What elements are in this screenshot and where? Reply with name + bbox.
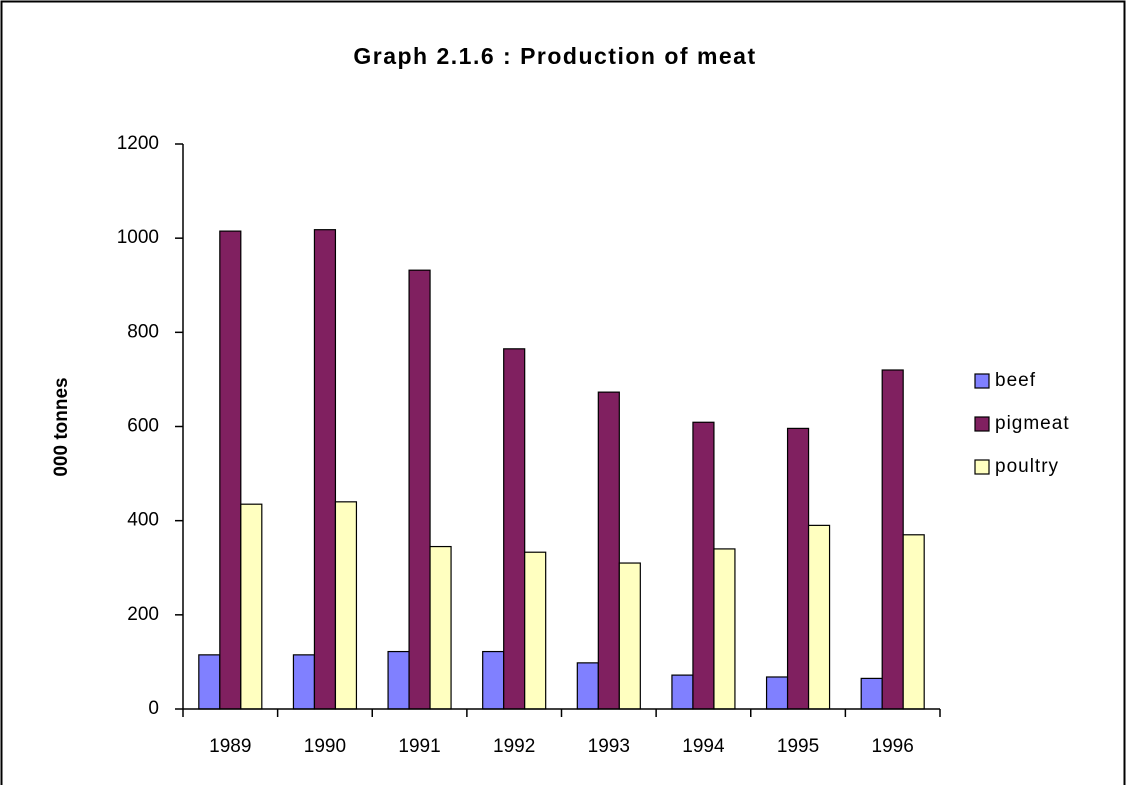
bar xyxy=(429,545,452,710)
bar xyxy=(219,230,242,710)
bar xyxy=(313,229,337,710)
bar xyxy=(860,677,883,710)
legend-swatch xyxy=(974,459,990,475)
bar xyxy=(713,548,736,710)
bar xyxy=(881,369,904,710)
bar xyxy=(482,650,505,710)
bar xyxy=(503,348,526,710)
x-tick-label: 1989 xyxy=(209,736,251,757)
x-tick-label: 1992 xyxy=(493,736,535,757)
x-tick-label: 1990 xyxy=(304,736,346,757)
bar xyxy=(597,391,620,710)
bar xyxy=(524,551,547,710)
bar xyxy=(387,650,410,710)
y-tick-label: 800 xyxy=(127,321,159,342)
legend-label: poultry xyxy=(995,456,1059,477)
y-tick-label: 400 xyxy=(127,510,159,531)
bar xyxy=(902,534,925,710)
x-tick-label: 1995 xyxy=(777,736,819,757)
bar xyxy=(334,501,358,710)
legend-label: beef xyxy=(995,370,1036,391)
bar xyxy=(807,524,831,710)
y-tick-label: 200 xyxy=(127,604,159,625)
bar xyxy=(292,654,316,710)
y-tick-label: 1200 xyxy=(117,133,159,154)
x-tick-label: 1994 xyxy=(682,736,725,757)
x-tick-label: 1993 xyxy=(588,736,630,757)
bar xyxy=(198,654,221,710)
bar xyxy=(408,269,431,710)
legend-label: pigmeat xyxy=(995,413,1070,434)
x-tick-label: 1991 xyxy=(398,736,440,757)
bar xyxy=(786,427,810,710)
bar xyxy=(618,562,641,710)
bar xyxy=(671,674,694,710)
bar xyxy=(576,662,599,710)
legend-swatch xyxy=(974,373,990,389)
bar xyxy=(765,676,789,710)
chart-title: Graph 2.1.6 : Production of meat xyxy=(353,43,756,69)
bar xyxy=(692,421,715,710)
legend-swatch xyxy=(974,416,990,432)
y-tick-label: 1000 xyxy=(117,227,159,248)
bar xyxy=(240,503,263,710)
y-axis-label: 000 tonnes xyxy=(51,377,72,476)
x-tick-label: 1996 xyxy=(872,736,914,757)
y-tick-label: 600 xyxy=(127,416,159,437)
y-tick-label: 0 xyxy=(148,698,159,719)
